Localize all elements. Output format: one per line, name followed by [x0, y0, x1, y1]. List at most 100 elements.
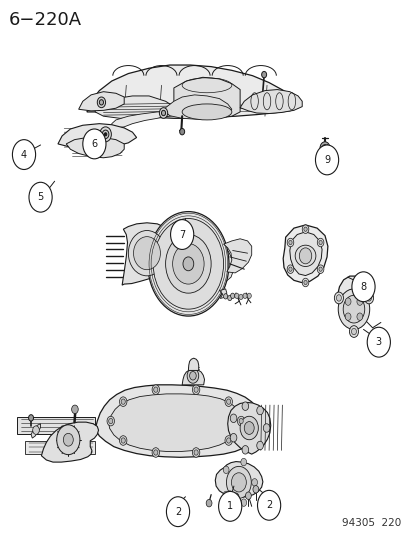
- Circle shape: [230, 293, 234, 298]
- Circle shape: [301, 278, 308, 287]
- Circle shape: [29, 182, 52, 212]
- Circle shape: [153, 450, 157, 455]
- Circle shape: [356, 313, 362, 320]
- Circle shape: [315, 145, 338, 175]
- Circle shape: [152, 385, 159, 394]
- Circle shape: [288, 240, 292, 245]
- Polygon shape: [112, 112, 165, 128]
- Circle shape: [245, 492, 251, 499]
- Circle shape: [257, 490, 280, 520]
- Polygon shape: [41, 422, 98, 462]
- Polygon shape: [17, 417, 95, 434]
- Polygon shape: [223, 239, 251, 273]
- Circle shape: [226, 438, 230, 443]
- Polygon shape: [173, 77, 240, 118]
- Circle shape: [256, 441, 263, 450]
- Polygon shape: [169, 239, 233, 290]
- Circle shape: [107, 416, 114, 426]
- Polygon shape: [188, 358, 198, 370]
- Circle shape: [224, 435, 232, 445]
- Circle shape: [192, 385, 199, 394]
- Circle shape: [218, 491, 241, 521]
- Text: 2: 2: [174, 507, 181, 516]
- Circle shape: [183, 257, 193, 271]
- Text: 6−220A: 6−220A: [8, 11, 81, 29]
- Text: 8: 8: [360, 282, 366, 292]
- Circle shape: [153, 387, 157, 392]
- Circle shape: [108, 418, 112, 424]
- Circle shape: [318, 240, 321, 245]
- Circle shape: [344, 298, 350, 305]
- Polygon shape: [182, 369, 204, 385]
- Circle shape: [102, 130, 109, 139]
- Circle shape: [223, 466, 228, 473]
- Text: 4: 4: [21, 150, 27, 159]
- Circle shape: [233, 493, 238, 500]
- Circle shape: [301, 225, 308, 233]
- Polygon shape: [87, 65, 297, 118]
- Circle shape: [263, 424, 269, 432]
- Polygon shape: [165, 95, 231, 119]
- Circle shape: [83, 129, 106, 159]
- Circle shape: [337, 289, 369, 329]
- Circle shape: [147, 212, 228, 316]
- Polygon shape: [66, 138, 124, 158]
- Polygon shape: [95, 385, 260, 457]
- Circle shape: [252, 486, 258, 493]
- Text: 2: 2: [265, 500, 272, 510]
- Circle shape: [104, 133, 107, 136]
- Circle shape: [153, 219, 223, 309]
- Circle shape: [224, 397, 232, 407]
- Circle shape: [242, 446, 248, 454]
- Circle shape: [28, 415, 33, 421]
- Ellipse shape: [133, 237, 160, 270]
- Circle shape: [244, 422, 254, 434]
- Circle shape: [299, 248, 311, 264]
- Text: 7: 7: [178, 230, 185, 239]
- Circle shape: [256, 406, 263, 415]
- Circle shape: [247, 293, 251, 298]
- Circle shape: [334, 292, 343, 304]
- Circle shape: [251, 479, 257, 486]
- Circle shape: [356, 298, 362, 305]
- Circle shape: [237, 416, 244, 426]
- Circle shape: [238, 294, 242, 300]
- Circle shape: [363, 292, 373, 304]
- Circle shape: [240, 416, 258, 440]
- Ellipse shape: [128, 231, 165, 276]
- Circle shape: [172, 244, 204, 284]
- Circle shape: [344, 313, 350, 320]
- Circle shape: [287, 238, 293, 247]
- Circle shape: [288, 267, 292, 271]
- Polygon shape: [78, 92, 124, 111]
- Text: 1: 1: [227, 502, 233, 511]
- Circle shape: [366, 327, 389, 357]
- Circle shape: [336, 295, 341, 301]
- Circle shape: [121, 438, 125, 443]
- Circle shape: [239, 418, 243, 424]
- Polygon shape: [219, 289, 226, 298]
- Circle shape: [366, 295, 370, 301]
- Text: 94305  220: 94305 220: [342, 518, 401, 528]
- Circle shape: [321, 144, 327, 152]
- Circle shape: [234, 293, 238, 298]
- Circle shape: [194, 450, 198, 455]
- Circle shape: [240, 499, 246, 506]
- Text: 5: 5: [37, 192, 44, 202]
- Polygon shape: [240, 90, 301, 114]
- Circle shape: [170, 220, 193, 249]
- Circle shape: [12, 140, 36, 169]
- Circle shape: [97, 97, 105, 108]
- Circle shape: [71, 405, 78, 414]
- Polygon shape: [227, 402, 270, 454]
- Circle shape: [165, 235, 211, 293]
- Ellipse shape: [294, 245, 315, 266]
- Circle shape: [261, 71, 266, 78]
- Polygon shape: [25, 441, 95, 454]
- Circle shape: [159, 108, 167, 118]
- Circle shape: [121, 399, 125, 405]
- Circle shape: [226, 491, 232, 498]
- Circle shape: [231, 473, 246, 492]
- Circle shape: [319, 142, 329, 155]
- Circle shape: [57, 425, 80, 455]
